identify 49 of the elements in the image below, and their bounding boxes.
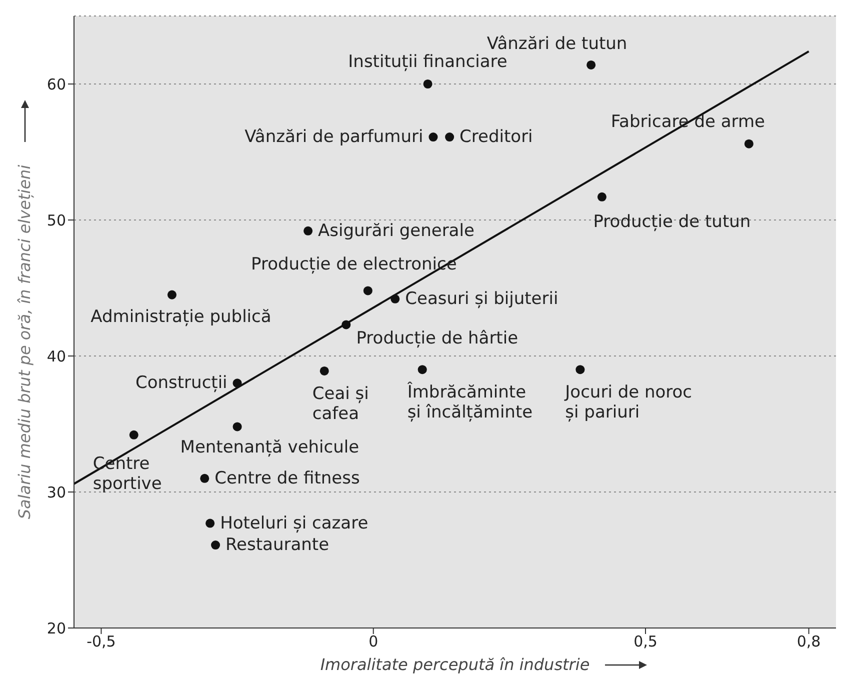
y-tick-label: 20 [46, 619, 66, 638]
point [418, 365, 427, 374]
annotation: Producție de tutun [593, 212, 751, 232]
point [232, 378, 242, 388]
annotation: Asigurări generale [318, 220, 474, 241]
point [232, 422, 242, 432]
point [597, 192, 606, 202]
point [304, 226, 313, 236]
point [342, 320, 351, 330]
point [744, 139, 754, 148]
annotation: Construcții [135, 373, 228, 394]
annotation: Jocuri de noroc și pariuri [564, 382, 692, 423]
y-tick-label: 40 [46, 347, 66, 366]
point [423, 79, 432, 89]
point [428, 132, 438, 142]
x-tick-label: 0,8 [796, 632, 821, 651]
annotation: Ceai și cafea [312, 384, 369, 424]
y-tick-label: 30 [46, 483, 66, 502]
annotation: Vânzări de parfumuri [244, 127, 424, 148]
annotation: Fabricare de arme [610, 112, 765, 132]
x-axis-title: Imoralitate percepută în industrie [320, 655, 590, 674]
y-tick-label: 50 [46, 211, 66, 230]
annotation: Centre de fitness [214, 468, 360, 488]
point [129, 430, 138, 440]
annotation: Producție de hârtie [356, 328, 518, 349]
point [167, 290, 176, 300]
x-tick-label: 0,5 [634, 632, 658, 651]
annotation: Mentenanță vehicule [180, 438, 360, 458]
y-axis-title: Salariu mediu brut pe oră, în franci elvețieni [15, 164, 34, 520]
point [206, 518, 215, 528]
annotation: Hoteluri și cazare [220, 513, 368, 534]
point [390, 294, 400, 304]
x-tick-label: 0 [368, 632, 378, 651]
annotation: Vânzări de tutun [486, 34, 628, 54]
y-tick-label: 60 [46, 75, 66, 94]
x-tick-label: -0,5 [86, 632, 116, 651]
annotation: Ceasuri și bijuterii [405, 288, 558, 309]
annotation: Creditori [460, 127, 533, 148]
point [576, 365, 585, 374]
annotation: Restaurante [226, 535, 330, 556]
point [363, 286, 372, 296]
point [586, 60, 596, 70]
point [445, 132, 454, 142]
annotation: Îmbrăcăminte și încălțăminte [406, 382, 533, 423]
point [320, 366, 329, 376]
point [211, 540, 220, 550]
annotation: Instituții financiare [348, 52, 508, 72]
point [200, 474, 210, 483]
annotation: Administrație publică [90, 306, 272, 327]
